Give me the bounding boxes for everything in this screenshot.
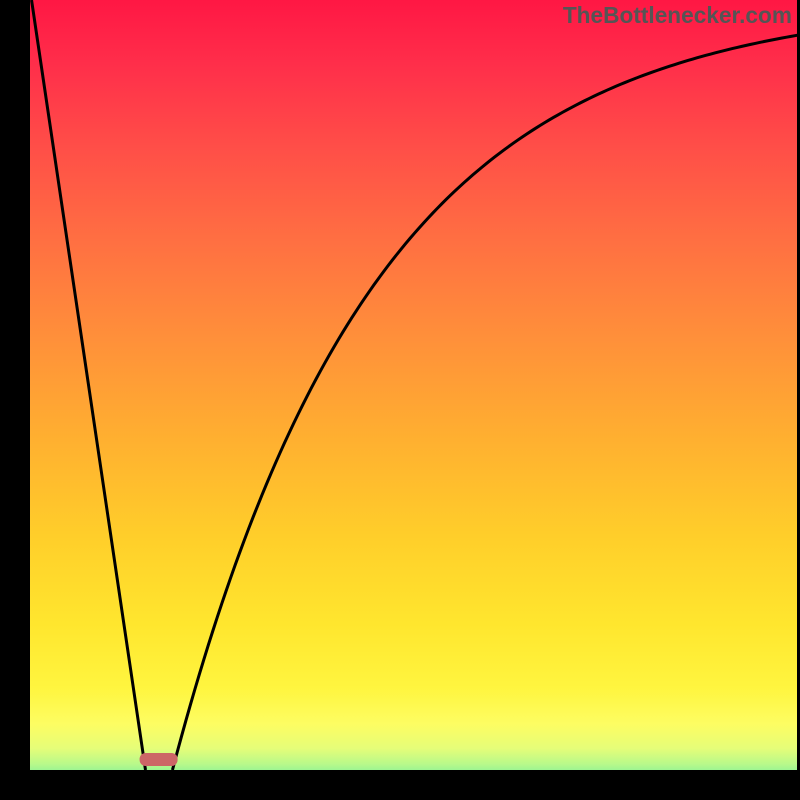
border-bottom [0, 770, 800, 800]
border-left [0, 0, 30, 800]
v-curve [32, 0, 800, 770]
watermark-text: TheBottlenecker.com [563, 2, 792, 29]
chart-svg [0, 0, 800, 800]
chart-container: TheBottlenecker.com [0, 0, 800, 800]
bottleneck-marker [140, 753, 178, 766]
